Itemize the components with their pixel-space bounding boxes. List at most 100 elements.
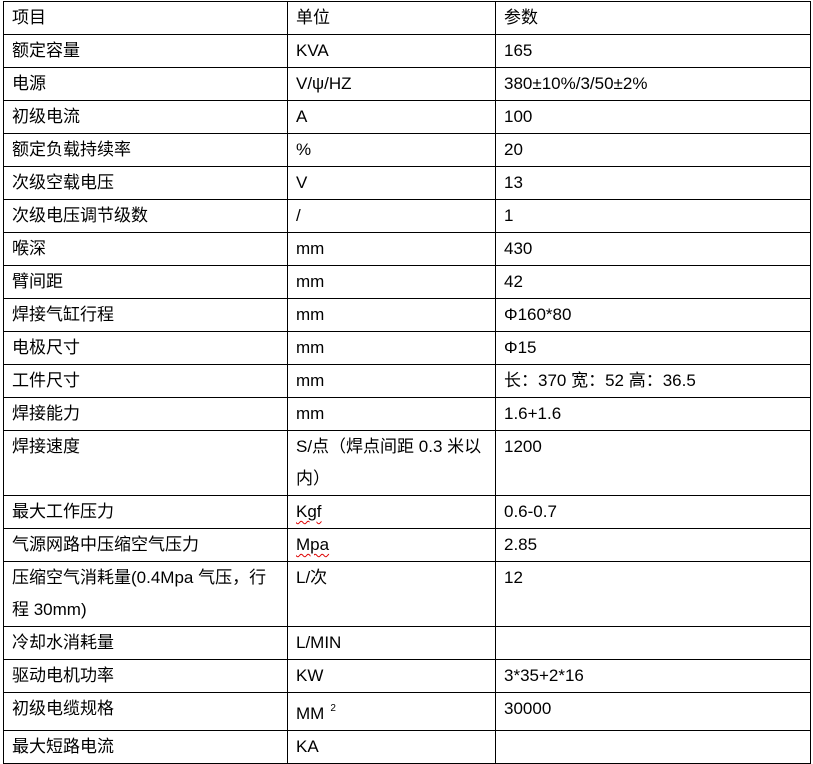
table-row: 焊接气缸行程 mm Φ160*80 bbox=[3, 298, 811, 332]
table-row: 冷却水消耗量 L/MIN bbox=[3, 626, 811, 660]
item-text: 焊接气缸行程 bbox=[12, 305, 114, 324]
cell-value: 42 bbox=[495, 265, 811, 299]
item-text: 电源 bbox=[12, 74, 46, 93]
cell-value: 3*35+2*16 bbox=[495, 659, 811, 693]
unit-text: S/点（焊点间距 0.3 米以内） bbox=[296, 437, 482, 488]
cell-unit: MM 2 bbox=[287, 692, 496, 731]
cell-item: 次级电压调节级数 bbox=[3, 199, 288, 233]
cell-unit: mm bbox=[287, 331, 496, 365]
table-row: 电极尺寸 mm Φ15 bbox=[3, 331, 811, 365]
item-text: 焊接速度 bbox=[12, 437, 80, 456]
cell-value: 1 bbox=[495, 199, 811, 233]
unit-text: % bbox=[296, 140, 312, 159]
item-text: 压缩空气消耗量(0.4Mpa 气压，行程 30mm) bbox=[12, 568, 267, 619]
item-text: 初级电缆规格 bbox=[12, 699, 114, 718]
item-text: 次级电压调节级数 bbox=[12, 206, 148, 225]
item-text: 最大工作压力 bbox=[12, 502, 114, 521]
value-text: 100 bbox=[504, 107, 533, 126]
cell-value: 1200 bbox=[495, 430, 811, 496]
table-row: 臂间距 mm 42 bbox=[3, 265, 811, 299]
cell-value bbox=[495, 626, 811, 660]
item-text: 额定容量 bbox=[12, 41, 80, 60]
value-text: 0.6-0.7 bbox=[504, 502, 557, 521]
cell-unit: A bbox=[287, 100, 496, 134]
header-value: 参数 bbox=[495, 1, 811, 35]
item-text: 焊接能力 bbox=[12, 404, 80, 423]
table-row: 次级电压调节级数 / 1 bbox=[3, 199, 811, 233]
value-text: 长：370 宽：52 高：36.5 bbox=[504, 371, 696, 390]
unit-text: mm bbox=[296, 404, 325, 423]
cell-value: 12 bbox=[495, 561, 811, 627]
cell-value: 13 bbox=[495, 166, 811, 200]
cell-unit: mm bbox=[287, 397, 496, 431]
cell-item: 臂间距 bbox=[3, 265, 288, 299]
unit-text: / bbox=[296, 206, 301, 225]
unit-text: mm bbox=[296, 272, 325, 291]
table-row: 最大工作压力 Kgf 0.6-0.7 bbox=[3, 495, 811, 529]
cell-item: 焊接速度 bbox=[3, 430, 288, 496]
cell-item: 次级空载电压 bbox=[3, 166, 288, 200]
table-row: 次级空载电压 V 13 bbox=[3, 166, 811, 200]
unit-text: A bbox=[296, 107, 308, 126]
cell-item: 额定负载持续率 bbox=[3, 133, 288, 167]
cell-unit: mm bbox=[287, 298, 496, 332]
item-text: 最大短路电流 bbox=[12, 737, 114, 756]
cell-item: 气源网路中压缩空气压力 bbox=[3, 528, 288, 562]
cell-item: 电极尺寸 bbox=[3, 331, 288, 365]
cell-value: 165 bbox=[495, 34, 811, 68]
item-text: 额定负载持续率 bbox=[12, 140, 131, 159]
unit-text: L/MIN bbox=[296, 633, 342, 652]
value-text: 1 bbox=[504, 206, 514, 225]
item-text: 驱动电机功率 bbox=[12, 666, 114, 685]
unit-text: mm bbox=[296, 305, 325, 324]
item-text: 气源网路中压缩空气压力 bbox=[12, 535, 199, 554]
unit-text: Mpa bbox=[296, 535, 330, 554]
cell-value: 380±10%/3/50±2% bbox=[495, 67, 811, 101]
cell-unit: S/点（焊点间距 0.3 米以内） bbox=[287, 430, 496, 496]
value-text: 30000 bbox=[504, 699, 552, 718]
table-row: 驱动电机功率 KW 3*35+2*16 bbox=[3, 659, 811, 693]
cell-unit: KW bbox=[287, 659, 496, 693]
header-row: 项目 单位 参数 bbox=[3, 1, 811, 35]
cell-item: 工件尺寸 bbox=[3, 364, 288, 398]
cell-unit: L/次 bbox=[287, 561, 496, 627]
value-text: 1.6+1.6 bbox=[504, 404, 562, 423]
cell-item: 喉深 bbox=[3, 232, 288, 266]
cell-item: 驱动电机功率 bbox=[3, 659, 288, 693]
cell-unit: mm bbox=[287, 232, 496, 266]
unit-text: KA bbox=[296, 737, 319, 756]
cell-value bbox=[495, 730, 811, 764]
unit-text: V/ψ/HZ bbox=[296, 74, 352, 93]
cell-unit: mm bbox=[287, 265, 496, 299]
value-text: 165 bbox=[504, 41, 533, 60]
cell-item: 焊接气缸行程 bbox=[3, 298, 288, 332]
unit-text: V bbox=[296, 173, 308, 192]
value-text: 12 bbox=[504, 568, 523, 587]
table-row: 工件尺寸 mm 长：370 宽：52 高：36.5 bbox=[3, 364, 811, 398]
table-row: 初级电流 A 100 bbox=[3, 100, 811, 134]
value-text: 42 bbox=[504, 272, 523, 291]
item-text: 工件尺寸 bbox=[12, 371, 80, 390]
cell-item: 初级电缆规格 bbox=[3, 692, 288, 731]
table-row: 额定负载持续率% 20 bbox=[3, 133, 811, 167]
value-text: 1200 bbox=[504, 437, 542, 456]
cell-value: 100 bbox=[495, 100, 811, 134]
header-unit: 单位 bbox=[287, 1, 496, 35]
cell-value: Φ160*80 bbox=[495, 298, 811, 332]
unit-text: L/次 bbox=[296, 568, 328, 587]
item-text: 初级电流 bbox=[12, 107, 80, 126]
cell-item: 电源 bbox=[3, 67, 288, 101]
cell-unit: mm bbox=[287, 364, 496, 398]
spec-table: 项目 单位 参数 额定容量 KVA 165 电源 V/ψ/HZ 380±10%/3/50±… bbox=[3, 1, 811, 764]
cell-unit: KA bbox=[287, 730, 496, 764]
value-text: 13 bbox=[504, 173, 523, 192]
cell-item: 初级电流 bbox=[3, 100, 288, 134]
cell-unit: KVA bbox=[287, 34, 496, 68]
unit-text: Kgf bbox=[296, 502, 322, 521]
table-row: 最大短路电流 KA bbox=[3, 730, 811, 764]
value-text: 430 bbox=[504, 239, 533, 258]
cell-unit: V/ψ/HZ bbox=[287, 67, 496, 101]
value-text: 20 bbox=[504, 140, 523, 159]
unit-text: KW bbox=[296, 666, 324, 685]
cell-item: 焊接能力 bbox=[3, 397, 288, 431]
